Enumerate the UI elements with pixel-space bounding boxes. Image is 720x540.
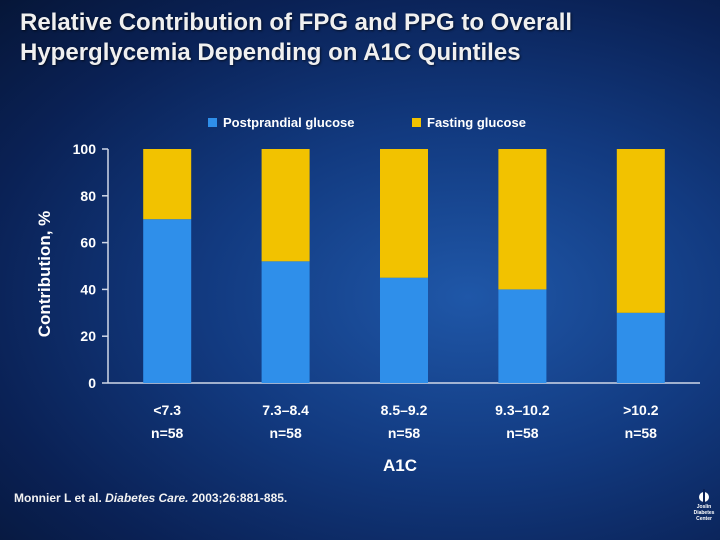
joslin-logo: Joslin Diabetes Center bbox=[691, 489, 717, 532]
x-tick-label: 8.5–9.2 bbox=[381, 402, 428, 418]
y-tick-label: 80 bbox=[80, 188, 96, 204]
bar-segment-fasting bbox=[261, 149, 310, 262]
citation: Monnier L et al. Diabetes Care. 2003;26:… bbox=[14, 491, 287, 505]
y-tick-label: 20 bbox=[80, 328, 96, 344]
y-tick-label: 60 bbox=[80, 235, 96, 251]
x-tick-label: 7.3–8.4 bbox=[262, 402, 309, 418]
legend-postprandial-swatch bbox=[208, 118, 217, 127]
x-tick-sublabel: n=58 bbox=[269, 425, 302, 441]
bar-segment-postprandial bbox=[261, 261, 310, 383]
slide-title-line-2: Hyperglycemia Depending on A1C Quintiles bbox=[20, 39, 521, 66]
logo-line-3: Center bbox=[696, 516, 712, 522]
x-tick-label: >10.2 bbox=[623, 402, 659, 418]
bar-segment-fasting bbox=[380, 149, 428, 278]
bar-segment-postprandial bbox=[616, 312, 665, 383]
x-tick-label: 9.3–10.2 bbox=[495, 402, 550, 418]
bar-segment-fasting bbox=[143, 149, 192, 220]
bar-segment-fasting bbox=[498, 149, 547, 290]
x-tick-sublabel: n=58 bbox=[151, 425, 184, 441]
citation-reference: 2003;26:881-885. bbox=[191, 491, 288, 505]
logo-line-1: Joslin bbox=[696, 504, 712, 510]
citation-authors: Monnier L et al. bbox=[14, 491, 102, 505]
x-tick-sublabel: n=58 bbox=[625, 425, 658, 441]
bar-segment-postprandial bbox=[143, 219, 192, 383]
bar-segment-postprandial bbox=[380, 277, 428, 383]
x-tick-label: <7.3 bbox=[153, 402, 181, 418]
citation-journal: Diabetes Care. bbox=[105, 491, 189, 505]
legend-postprandial-label: Postprandial glucose bbox=[223, 115, 354, 130]
bar-segment-fasting bbox=[616, 149, 665, 313]
joslin-logo-icon bbox=[699, 489, 709, 505]
legend-fasting-swatch bbox=[412, 118, 421, 127]
legend-fasting-label: Fasting glucose bbox=[427, 115, 526, 130]
logo-line-2: Diabetes bbox=[693, 510, 715, 516]
x-tick-sublabel: n=58 bbox=[506, 425, 539, 441]
x-tick-sublabel: n=58 bbox=[388, 425, 421, 441]
y-axis-title: Contribution, % bbox=[35, 211, 54, 338]
y-tick-label: 40 bbox=[80, 281, 96, 297]
y-tick-label: 0 bbox=[88, 375, 96, 391]
x-axis-title: A1C bbox=[383, 456, 417, 475]
y-tick-label: 100 bbox=[73, 141, 97, 157]
bar-segment-postprandial bbox=[498, 289, 547, 383]
slide-title-line-1: Relative Contribution of FPG and PPG to … bbox=[20, 9, 573, 36]
slide-title: Relative Contribution of FPG and PPG to … bbox=[20, 8, 710, 68]
